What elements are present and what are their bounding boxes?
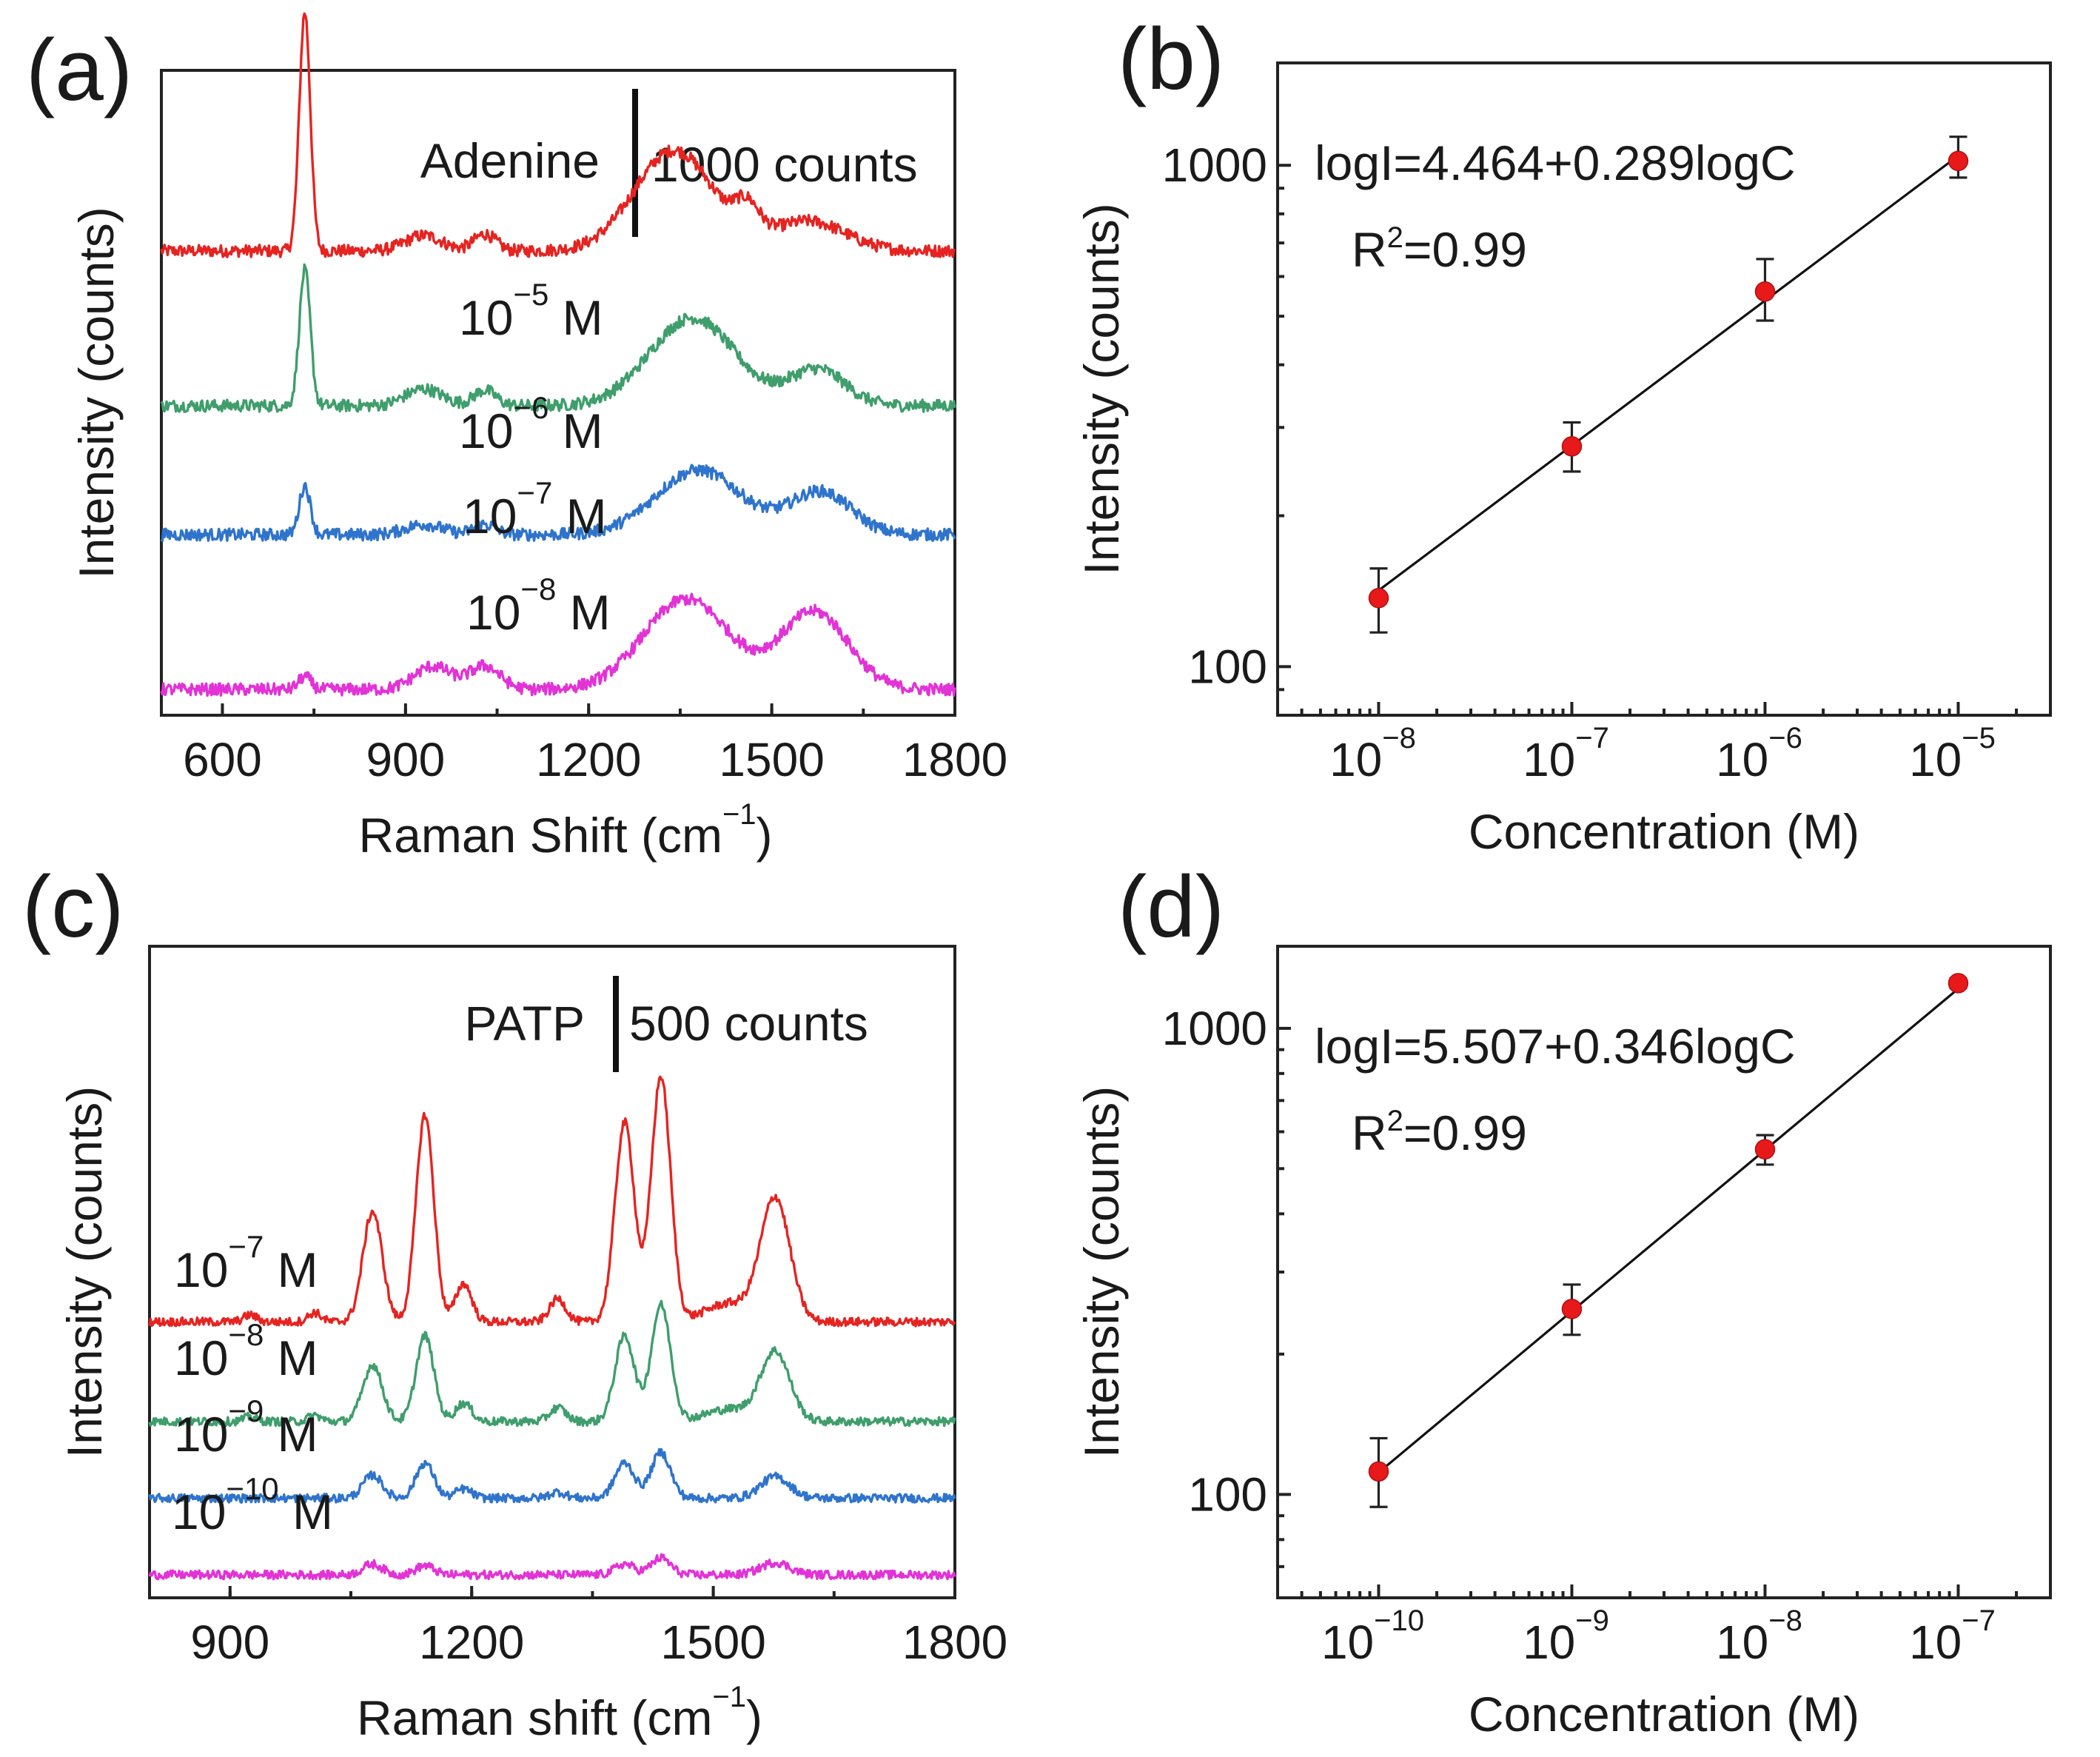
x-tick-label: 10−7 xyxy=(1523,722,1609,786)
x-tick-label: 900 xyxy=(190,1616,269,1669)
x-tick-label: 10−10 xyxy=(1321,1604,1424,1669)
spectrum-line-10-5-M xyxy=(160,12,956,258)
x-axis-label: Concentration (M) xyxy=(1469,804,1859,859)
concentration-label: 10−7 M xyxy=(174,1229,318,1297)
spectrum-line-10-6-M xyxy=(160,263,956,413)
calibration-chart-b: 10−8 10−7 10−6 10−5 100 1000 Concentration (M)… xyxy=(1074,61,2052,859)
spectrum-line-10-8-M xyxy=(148,1299,956,1428)
x-axis-label: Raman shift (cm−1) xyxy=(357,1681,762,1745)
concentration-label: 10−7 M xyxy=(463,475,607,543)
x-tick-label: 1800 xyxy=(902,733,1007,786)
x-tick-label: 1200 xyxy=(536,733,641,786)
y-axis-label: Intensity (counts) xyxy=(57,1086,112,1459)
x-axis-label: Concentration (M) xyxy=(1469,1687,1859,1741)
x-tick-label: 1500 xyxy=(660,1616,765,1669)
y-axis-label: Intensity (counts) xyxy=(69,207,124,579)
x-tick-label: 1500 xyxy=(719,733,824,786)
concentration-label: 10−6 M xyxy=(459,390,603,458)
y-tick-label: 100 xyxy=(1188,640,1267,693)
spectrum-line-10-7-M xyxy=(160,463,956,542)
data-point xyxy=(1368,1461,1389,1482)
spectrum-line-10-9-M xyxy=(148,1448,956,1504)
spectrum-line-10-8-M xyxy=(160,592,956,697)
x-axis-label: Raman Shift (cm−1) xyxy=(358,798,772,863)
fit-line xyxy=(1378,988,1959,1473)
spectrum-line-10-10-M xyxy=(148,1553,956,1581)
scale-bar-label: 500 counts xyxy=(629,996,868,1051)
panel-letter-c: (c) xyxy=(22,858,124,956)
y-axis-label: Intensity (counts) xyxy=(1074,203,1129,575)
data-point xyxy=(1368,588,1389,609)
x-tick-label: 10−9 xyxy=(1523,1604,1609,1669)
fit-line xyxy=(1378,155,1959,592)
plot-frame xyxy=(160,69,956,717)
analyte-label: Adenine xyxy=(420,133,600,188)
x-tick-label: 10−8 xyxy=(1329,722,1416,786)
data-point xyxy=(1561,436,1583,457)
data-point xyxy=(1948,150,1969,172)
y-tick-label: 1000 xyxy=(1162,138,1267,192)
data-point xyxy=(1754,281,1776,302)
concentration-label: 10−5 M xyxy=(459,277,603,345)
x-tick-label: 900 xyxy=(366,733,445,786)
panel-letter-a: (a) xyxy=(26,21,132,119)
x-tick-label: 10−5 xyxy=(1909,722,1996,786)
x-tick-label: 1200 xyxy=(419,1616,524,1669)
spectrum-line-10-7-M xyxy=(148,1075,956,1328)
r-squared: R2=0.99 xyxy=(1352,1105,1527,1160)
panel-letter-d: (d) xyxy=(1118,858,1224,956)
concentration-label: 10−8 M xyxy=(174,1317,318,1385)
spectrum-chart-c: 900 1200 1500 1800 Raman shift (cm−1) Intensi… xyxy=(57,945,1007,1745)
r-squared: R2=0.99 xyxy=(1352,221,1527,277)
concentration-label: 10−9 M xyxy=(174,1393,318,1462)
concentration-label: 10−8 M xyxy=(466,572,611,640)
y-axis-label: Intensity (counts) xyxy=(1074,1086,1129,1459)
x-tick-label: 600 xyxy=(183,733,262,786)
fit-equation: logI=4.464+0.289logC xyxy=(1315,135,1796,190)
spectrum-chart-a: 600 900 1200 1500 1800 Raman Shift (cm−1) Inte… xyxy=(69,12,1007,863)
scale-bar-label: 1000 counts xyxy=(651,137,918,192)
concentration-label: 10−10 M xyxy=(172,1471,333,1539)
calibration-chart-d: 10−10 10−9 10−8 10−7 100 1000 Concentration (M… xyxy=(1074,945,2052,1741)
x-tick-label: 10−7 xyxy=(1909,1604,1996,1669)
x-tick-label: 10−8 xyxy=(1716,1604,1802,1669)
y-tick-label: 1000 xyxy=(1162,1002,1267,1055)
y-tick-label: 100 xyxy=(1188,1467,1267,1521)
data-point xyxy=(1561,1299,1583,1319)
data-point xyxy=(1754,1139,1776,1160)
plot-frame xyxy=(148,945,956,1599)
analyte-label: PATP xyxy=(464,996,585,1051)
data-point xyxy=(1948,973,1969,994)
panel-letter-b: (b) xyxy=(1118,10,1224,108)
x-tick-label: 10−6 xyxy=(1716,722,1802,786)
fit-equation: logI=5.507+0.346logC xyxy=(1315,1019,1796,1074)
x-tick-label: 1800 xyxy=(902,1616,1007,1669)
